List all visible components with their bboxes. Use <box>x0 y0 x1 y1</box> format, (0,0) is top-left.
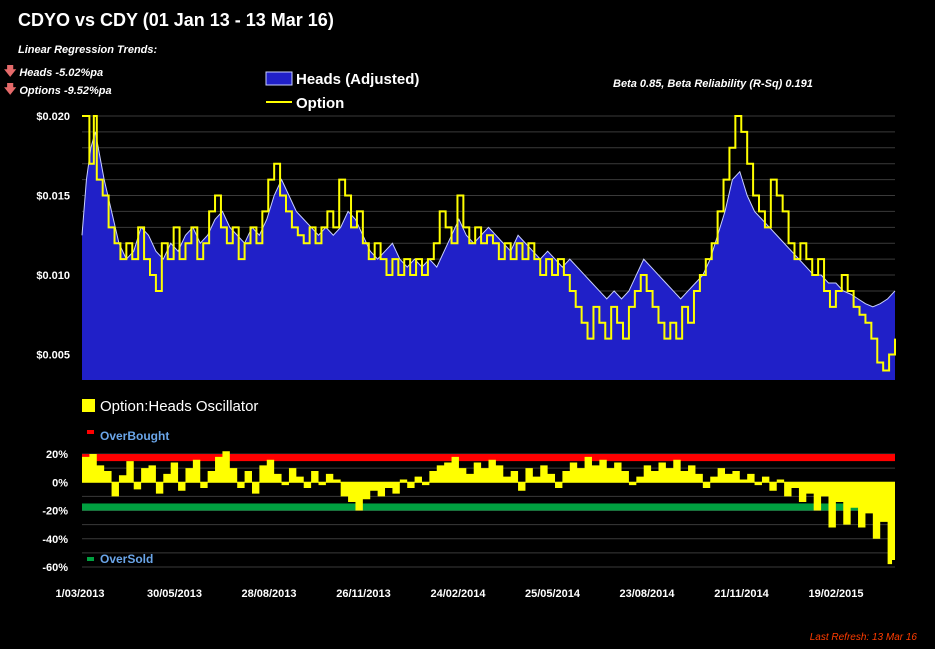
price-y-axis: $0.005 $0.010 $0.015 $0.020 <box>36 111 70 362</box>
oversold-label: OverSold <box>100 552 153 566</box>
trend-heads-label: Heads -5.02%pa <box>19 66 104 79</box>
overbought-label: OverBought <box>100 429 169 443</box>
price-y-tick-label: $0.015 <box>36 191 70 203</box>
date-x-tick-label: 1/03/2013 <box>56 588 105 600</box>
price-y-tick-label: $0.010 <box>36 270 70 282</box>
oversold-band <box>82 503 895 511</box>
date-x-tick-label: 24/02/2014 <box>430 588 486 600</box>
oscillator-y-axis: 20% 0% -20% -40% -60% <box>42 449 68 574</box>
overbought-marker-swatch <box>87 430 94 434</box>
oversold-marker: OverSold <box>87 552 153 566</box>
oscillator-chart: 20% 0% -20% -40% -60% OverBought OverSold <box>42 429 895 574</box>
oscillator-y-tick-label: -20% <box>42 506 68 518</box>
trend-options-label: Options -9.52%pa <box>19 84 112 97</box>
oscillator-y-tick-label: 0% <box>52 477 68 489</box>
oscillator-y-tick-label: 20% <box>46 449 68 461</box>
date-x-tick-label: 21/11/2014 <box>714 588 769 600</box>
heads-area <box>82 131 895 380</box>
oscillator-y-tick-label: -60% <box>42 562 68 574</box>
date-x-axis: 1/03/2013 30/05/2013 28/08/2013 26/11/2013 2… <box>56 588 864 600</box>
overbought-band <box>82 454 895 462</box>
price-y-tick-label: $0.005 <box>36 350 70 362</box>
last-refresh: Last Refresh: 13 Mar 16 <box>809 632 917 643</box>
oscillator-area <box>82 451 895 565</box>
chart-title: CDYO vs CDY (01 Jan 13 - 13 Mar 16) <box>18 10 334 30</box>
trend-options-row: 🡇 Options -9.52%pa <box>4 80 112 101</box>
oscillator-legend: Option:Heads Oscillator <box>82 398 258 415</box>
price-chart: $0.005 $0.010 $0.015 $0.020 <box>36 111 896 380</box>
arrow-down-icon: 🡇 <box>4 82 17 96</box>
oscillator-y-tick-label: -40% <box>42 534 68 546</box>
arrow-down-icon: 🡇 <box>4 64 17 78</box>
date-x-tick-label: 23/08/2014 <box>619 588 675 600</box>
date-x-tick-label: 30/05/2013 <box>147 588 202 600</box>
date-x-tick-label: 19/02/2015 <box>808 588 863 600</box>
oscillator-legend-label: Option:Heads Oscillator <box>100 398 258 415</box>
date-x-tick-label: 25/05/2014 <box>525 588 581 600</box>
oscillator-legend-swatch <box>82 399 95 412</box>
option-line <box>82 115 896 372</box>
trends-title: Linear Regression Trends: <box>18 44 158 56</box>
price-y-tick-label: $0.020 <box>36 111 70 123</box>
heads-legend-swatch <box>265 71 293 86</box>
date-x-tick-label: 26/11/2013 <box>336 588 390 600</box>
date-x-tick-label: 28/08/2013 <box>241 588 296 600</box>
beta-text: Beta 0.85, Beta Reliability (R-Sq) 0.191 <box>613 78 813 90</box>
oversold-marker-swatch <box>87 557 94 561</box>
overbought-marker: OverBought <box>87 429 169 443</box>
option-legend-label: Option <box>296 95 344 112</box>
trend-heads-row: 🡇 Heads -5.02%pa <box>4 62 103 83</box>
heads-legend-label: Heads (Adjusted) <box>296 71 419 88</box>
price-legend: Heads (Adjusted) Option <box>265 71 419 112</box>
